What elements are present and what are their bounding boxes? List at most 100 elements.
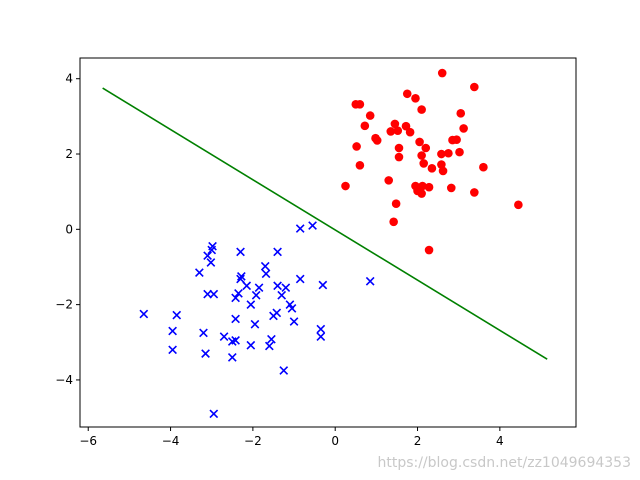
red-point-39 [424, 182, 434, 192]
red-point-42 [417, 189, 426, 198]
plot-frame [79, 57, 577, 428]
red-point-24 [444, 148, 453, 158]
blue-x-point-17 [254, 283, 264, 293]
red-point-45 [514, 200, 523, 210]
blue-x-point-12 [236, 274, 245, 284]
blue-x-point-21 [209, 289, 219, 299]
y-tick-label: 0 [65, 222, 73, 236]
x-tick-label: 4 [496, 434, 504, 448]
red-point-13 [393, 126, 403, 135]
blue-x-point-22 [231, 293, 240, 303]
blue-x-point-5 [273, 247, 282, 257]
blue-x-point-16 [242, 281, 252, 291]
y-tick-label: 2 [65, 147, 73, 161]
red-point-14 [405, 127, 415, 137]
x-tick-label: −2 [244, 434, 262, 448]
blue-x-point-34 [250, 319, 260, 329]
blue-x-point-3 [207, 245, 217, 255]
red-point-33 [427, 164, 437, 173]
y-tick-label: −4 [55, 373, 73, 387]
red-point-17 [372, 136, 382, 145]
y-axis-ticks: −4 −2 0 2 4 [55, 72, 80, 387]
red-point-12 [386, 127, 396, 136]
red-point-27 [455, 147, 464, 157]
blue-x-point-19 [365, 276, 375, 286]
red-point-4 [411, 93, 420, 103]
red-point-25 [437, 149, 446, 159]
blue-x-point-14 [273, 281, 282, 291]
blue-x-point-32 [272, 308, 282, 318]
red-point-34 [438, 166, 448, 176]
blue-x-point-43 [267, 334, 276, 344]
blue-x-point-1 [295, 224, 305, 233]
blue-x-point-37 [168, 326, 177, 336]
blue-x-point-24 [251, 290, 261, 300]
red-point-8 [456, 109, 466, 118]
red-point-3 [402, 89, 412, 99]
blue-x-point-6 [236, 247, 245, 257]
x-tick-label: 2 [414, 434, 422, 448]
blue-x-point-18 [318, 280, 328, 290]
blue-x-point-40 [219, 332, 229, 341]
red-point-30 [419, 159, 429, 168]
blue-x-point-25 [277, 290, 287, 300]
red-point-11 [401, 121, 411, 131]
blue-x-point-8 [260, 261, 270, 271]
red-point-20 [452, 135, 461, 145]
blue-x-point-0 [308, 221, 317, 230]
x-axis-ticks: −6 −4 −2 0 2 4 [79, 427, 504, 448]
red-point-28 [394, 152, 404, 162]
blue-x-point-42 [231, 336, 240, 345]
red-point-32 [355, 161, 365, 170]
y-tick-label: −2 [55, 298, 73, 312]
blue-x-point-50 [209, 409, 219, 419]
red-point-15 [459, 124, 468, 133]
red-point-21 [352, 142, 361, 151]
red-point-18 [415, 137, 424, 147]
x-tick-label: 0 [331, 434, 339, 448]
blue-x-point-28 [287, 304, 297, 313]
blue-x-point-4 [203, 251, 212, 261]
red-point-5 [417, 105, 426, 114]
blue-x-point-23 [234, 288, 243, 298]
red-point-31 [479, 162, 488, 172]
blue-x-point-26 [246, 300, 256, 309]
red-point-44 [391, 199, 401, 209]
red-point-23 [421, 143, 431, 153]
red-point-36 [341, 181, 350, 191]
blue-x-point-9 [195, 268, 204, 277]
red-point-9 [360, 121, 370, 131]
decision-line-layer [102, 87, 548, 360]
red-point-6 [470, 82, 479, 92]
blue-x-point-15 [281, 283, 291, 293]
red-point-35 [384, 176, 394, 185]
y-tick-label: 4 [65, 72, 73, 86]
blue-x-point-10 [261, 269, 271, 279]
blue-x-point-46 [264, 341, 274, 351]
blue-x-point-38 [199, 328, 208, 338]
red-point-43 [470, 188, 479, 197]
blue-x-point-44 [168, 345, 177, 355]
plot-area [80, 58, 576, 427]
blue-x-point-11 [236, 272, 246, 281]
red-point-2 [355, 100, 365, 109]
blue-x-point-35 [289, 317, 299, 326]
blue-x-point-36 [316, 324, 326, 334]
red-point-40 [446, 183, 456, 193]
watermark: https://blog.csdn.net/zz1049694353 [377, 455, 631, 471]
x-tick-label: −6 [79, 434, 97, 448]
red-point-10 [390, 119, 400, 129]
decision-boundary-line [102, 87, 548, 360]
blue-x-point-29 [139, 309, 149, 319]
blue-x-point-33 [231, 314, 240, 324]
blue-x-point-7 [206, 258, 216, 267]
blue-x-point-49 [279, 366, 289, 375]
blue-x-point-45 [246, 340, 256, 350]
red-point-26 [417, 151, 426, 160]
blue-x-point-39 [316, 332, 326, 341]
blue-x-point-47 [201, 349, 210, 358]
x-tick-label: −4 [162, 434, 180, 448]
red-point-7 [365, 111, 375, 120]
blue-x-point-30 [172, 310, 182, 320]
